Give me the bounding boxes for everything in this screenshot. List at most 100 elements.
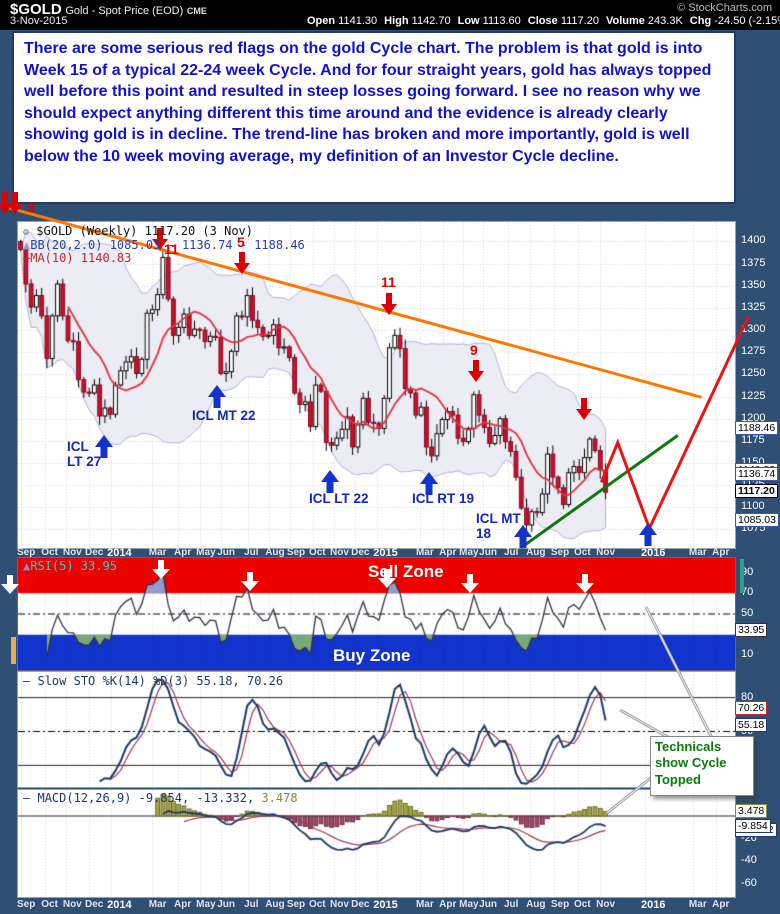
axis-tick-label: 10 — [741, 648, 754, 661]
quote-label: Chg — [689, 15, 712, 27]
axis-month-label: Nov — [62, 899, 82, 910]
axis-month-label: Mar — [688, 547, 707, 558]
axis-tick-label: 1275 — [741, 345, 766, 358]
macd-icon: — — [23, 791, 31, 805]
macd-legend: — MACD(12,26,9) -9.854, -13.332, 3.478 — [23, 791, 298, 805]
annotation-line: Topped — [655, 771, 701, 787]
copyright-label: © StockCharts.com — [677, 2, 772, 14]
axis-month-label: Nov — [330, 899, 349, 910]
technicals-annotation-box: Technicals show Cycle Topped — [650, 736, 754, 796]
axis-month-label: May — [459, 899, 479, 910]
cycle-week-count-label: 5 — [237, 234, 245, 250]
axis-tick-label: 1325 — [741, 300, 766, 313]
axis-tick-label: -40 — [741, 854, 757, 867]
symbol-label: $GOLD — [10, 1, 62, 18]
stochastic-canvas — [18, 672, 735, 787]
price-callout: 70.26 — [735, 700, 768, 715]
axis-month-label: Nov — [596, 547, 616, 558]
quote-label: High — [384, 15, 409, 27]
rsi-icon: ▲ — [23, 559, 31, 573]
axis-tick-label: 70 — [741, 586, 754, 599]
axis-month-label: Mar — [415, 899, 434, 910]
sto-legend-text: Slow STO %K(14) %D(3) 55.18, 70.26 — [37, 674, 284, 688]
price-callout: 33.95 — [735, 622, 768, 637]
axis-month-label: Aug — [526, 547, 546, 558]
cycle-week-count-label: 11 — [381, 274, 396, 290]
axis-month-label: Apr — [712, 547, 730, 558]
cycle-week-count-label: 11 — [164, 241, 179, 257]
axis-month-label: Jul — [244, 547, 259, 558]
axis-month-label: May — [459, 547, 479, 558]
axis-tick-label: 90 — [741, 565, 754, 578]
axis-tick-label: 1350 — [741, 278, 766, 291]
icl-label: ICL LT 22 — [309, 491, 369, 506]
quote-label: Low — [457, 15, 480, 27]
quote-value: -24.50 (-2.15%) — [714, 15, 780, 27]
axis-year-label: 2016 — [640, 547, 666, 559]
macd-panel — [17, 789, 736, 898]
quote-value: 1117.20 — [557, 15, 599, 27]
sto-legend: — Slow STO %K(14) %D(3) 55.18, 70.26 — [23, 674, 283, 688]
axis-month-label: Oct — [41, 547, 58, 558]
price-callout: 1136.74 — [735, 466, 779, 481]
axis-year-label: 2014 — [107, 547, 132, 559]
date-label: 3-Nov-2015 — [10, 15, 68, 27]
macd-canvas — [18, 790, 735, 897]
axis-tick-label: 1375 — [741, 256, 766, 269]
price-callout: 3.478 — [735, 804, 768, 819]
rsi-legend-text: RSI(5) 33.95 — [30, 559, 117, 573]
sto-icon: — — [23, 674, 31, 688]
axis-month-label: Nov — [62, 547, 82, 558]
axis-month-label: Sep — [286, 899, 306, 910]
axis-month-label: Oct — [574, 547, 591, 558]
axis-month-label: Jun — [217, 899, 236, 910]
axis-month-label: Apr — [174, 899, 192, 910]
main-legend-title: $GOLD (Weekly) 1117.20 (3 Nov) — [36, 224, 254, 238]
price-callout: -9.854 — [735, 819, 771, 834]
main-price-panel — [17, 221, 736, 549]
title-row: $GOLD Gold - Spot Price (EOD) CME — [10, 1, 207, 18]
axis-year-label: 2016 — [640, 899, 666, 911]
stochastic-panel — [17, 671, 736, 788]
axis-month-label: Jun — [479, 899, 497, 910]
axis-month-label: May — [196, 899, 216, 910]
axis-tick-label: 1225 — [741, 389, 766, 402]
quote-value: 1141.30 — [335, 15, 378, 27]
price-callout: 1117.20 — [735, 484, 778, 498]
axis-month-label: Sep — [550, 547, 570, 558]
axis-tick-label: 1400 — [741, 234, 766, 247]
date-axis-bottom: Sep Oct Nov Dec 2014 Mar Apr May Jun Jul Aug Sep Oct… — [0, 897, 780, 914]
axis-month-label: Dec — [84, 899, 104, 910]
ma-legend-text: MA(10) 1140.83 — [30, 251, 132, 265]
axis-month-label: Mar — [148, 899, 167, 910]
ma-legend: —MA(10) 1140.83 — [23, 251, 131, 265]
axis-tick-label: 80 — [741, 690, 754, 703]
axis-accent-strip — [740, 559, 744, 593]
buy-zone-label: Buy Zone — [333, 646, 411, 665]
axis-month-label: Mar — [415, 547, 434, 558]
quote-label: Volume — [605, 15, 645, 27]
axis-tick-label: 1250 — [741, 367, 766, 380]
quote-label: Close — [527, 15, 558, 27]
quote-value: 1113.60 — [479, 15, 521, 27]
axis-month-label: Apr — [439, 899, 457, 910]
annotation-line: Technicals — [655, 739, 722, 754]
exchange-label: CME — [186, 6, 207, 16]
icl-label: ICL MT 18 — [476, 511, 521, 541]
commentary-text: There are some serious red flags on the … — [12, 31, 736, 204]
price-callout: 55.18 — [735, 717, 768, 732]
chart-key-icon: ⚙ — [23, 227, 30, 238]
axis-month-label: Sep — [17, 547, 36, 558]
axis-tick-label: 1175 — [741, 433, 765, 446]
axis-month-label: Oct — [41, 899, 58, 910]
rsi-legend: ▲RSI(5) 33.95 — [23, 559, 117, 573]
cycle-week-count-label: 9 — [470, 342, 478, 358]
axis-month-label: Mar — [148, 547, 167, 558]
axis-month-label: Nov — [330, 547, 349, 558]
axis-month-label: Jun — [479, 547, 497, 558]
axis-month-label: Oct — [308, 899, 326, 910]
quote-value: 1142.70 — [408, 15, 451, 27]
main-legend: ⚙ $GOLD (Weekly) 1117.20 (3 Nov) — [23, 224, 253, 238]
axis-month-label: Dec — [351, 899, 370, 910]
